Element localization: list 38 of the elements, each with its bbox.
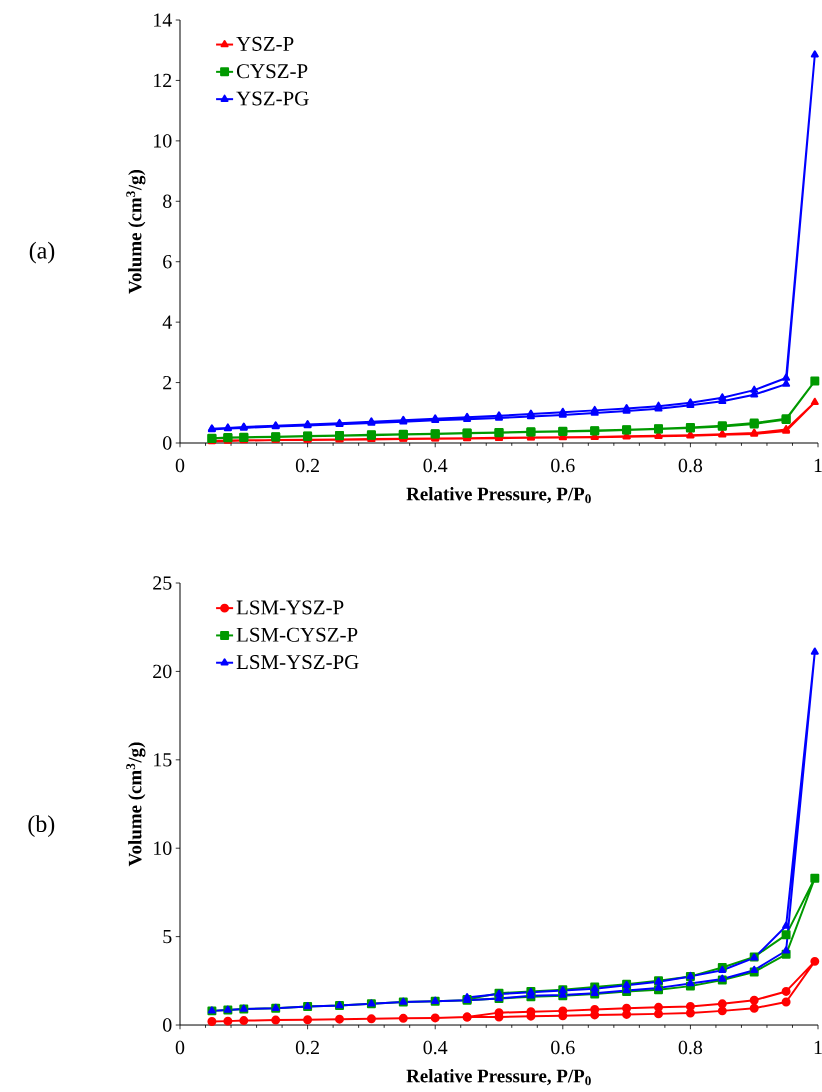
y-tick-label: 25	[153, 576, 172, 590]
text: (a)	[29, 241, 55, 264]
x-tick-label: 0.4	[423, 1040, 448, 1055]
y-tick-label: 14	[154, 13, 172, 27]
legend-label: YSZ-P	[236, 36, 294, 51]
y-tick-label: 5	[163, 929, 172, 944]
x-tick-label: 1	[814, 1040, 822, 1054]
text: (b)	[28, 815, 55, 837]
x-tick-label: 0	[175, 458, 185, 473]
y-axis-title: Volume (cm$^{3}$/g)	[126, 169, 146, 294]
x-tick-label: 0.8	[678, 458, 703, 473]
y-tick-label: 6	[163, 255, 172, 269]
x-tick-label: 0.6	[551, 1040, 575, 1055]
legend-label: CYSZ-P	[236, 64, 308, 79]
y-axis-title: Volume (cm$^{3}$/g)	[126, 742, 146, 867]
x-tick-label: 0	[175, 1040, 185, 1055]
y-tick-label: 15	[154, 753, 172, 767]
x-tick-label: 0.4	[423, 458, 448, 473]
y-tick-label: 8	[163, 194, 172, 209]
legend-label: LSM-YSZ-P	[236, 600, 344, 615]
y-tick-label: 10	[154, 841, 172, 855]
x-tick-label: 1	[814, 458, 822, 472]
legend-label: YSZ-PG	[236, 91, 309, 106]
y-tick-label: 0	[163, 1018, 172, 1032]
legend-label: LSM-CYSZ-P	[236, 627, 358, 642]
y-tick-label: 10	[154, 134, 172, 148]
x-axis-title: Relative Pressure, P/P$_{0}$	[406, 1069, 591, 1086]
y-tick-label: 2	[163, 375, 172, 390]
legend-label: LSM-YSZ-PG	[236, 655, 359, 670]
x-tick-label: 0.2	[295, 1040, 319, 1055]
y-tick-label: 0	[163, 436, 172, 450]
x-tick-label: 0.2	[295, 458, 319, 473]
y-tick-label: 4	[162, 315, 172, 329]
x-axis-title: Relative Pressure, P/P$_{0}$	[406, 487, 591, 504]
y-tick-label: 12	[154, 73, 172, 88]
x-tick-label: 0.8	[678, 1040, 703, 1055]
y-tick-label: 20	[153, 664, 172, 679]
x-tick-label: 0.6	[551, 458, 575, 473]
